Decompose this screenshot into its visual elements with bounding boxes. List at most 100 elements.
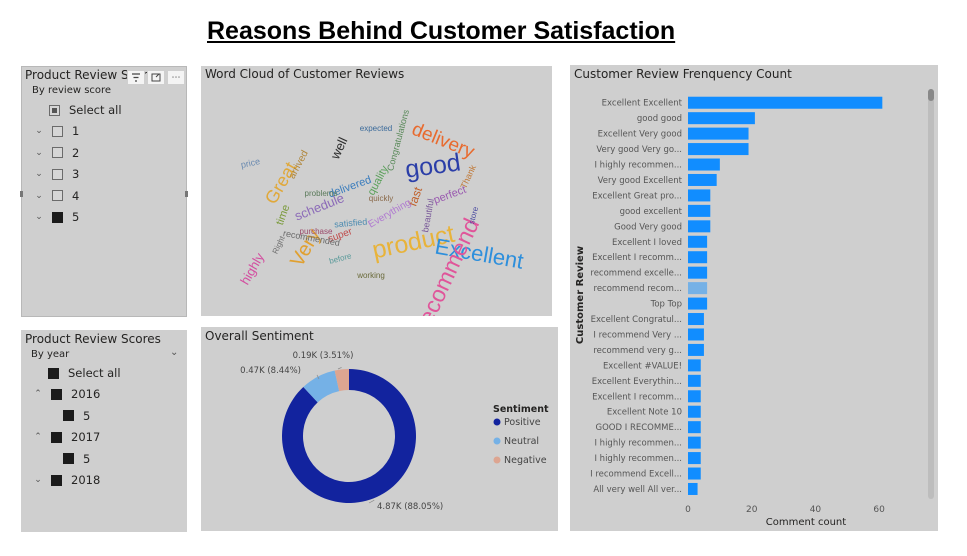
legend-marker <box>493 418 501 426</box>
score-option-4[interactable]: ⌄ 4 <box>32 187 79 205</box>
bar[interactable] <box>688 436 701 449</box>
year-slicer: Product Review Scores By year ⌄ Select a… <box>21 330 187 532</box>
bar-chart: Excellent Excellent good good Excellent Ve… <box>575 96 885 528</box>
word-cloud-canvas: productExcellentrecommendgoodVerydeliver… <box>237 108 525 316</box>
legend-item-neutral[interactable]: Neutral <box>504 436 539 447</box>
data-label-leader <box>316 374 320 380</box>
donut-slice-neutral[interactable] <box>303 370 340 403</box>
donut-slice-negative[interactable] <box>334 369 349 392</box>
option-label: 5 <box>83 408 91 423</box>
option-checkbox[interactable] <box>63 410 74 421</box>
option-checkbox[interactable] <box>51 431 62 443</box>
chevron-down-icon[interactable]: ⌄ <box>35 126 43 136</box>
bar[interactable] <box>688 405 701 418</box>
resize-handle-left[interactable] <box>20 191 23 197</box>
word-cloud-word: store <box>467 205 480 225</box>
select-all-checkbox[interactable] <box>48 367 59 379</box>
bar[interactable] <box>688 282 708 295</box>
select-all-option[interactable]: Select all <box>48 364 121 382</box>
year-2017-score-option[interactable]: 5 <box>63 450 90 468</box>
bar[interactable] <box>688 204 711 217</box>
option-label: 2017 <box>71 430 101 444</box>
more-options-icon[interactable]: ⋯ <box>167 70 185 85</box>
donut-slice-positive[interactable] <box>282 369 416 503</box>
bar[interactable] <box>688 173 717 186</box>
sentiment-donut-visual: Overall Sentiment 4.87K (88.05%) 0.47K (8… <box>201 327 558 531</box>
option-checkbox[interactable] <box>52 147 63 158</box>
score-option-1[interactable]: ⌄ 1 <box>32 122 79 140</box>
donut-chart: 4.87K (88.05%) 0.47K (8.44%) 0.19K (3.51%)… <box>240 351 549 512</box>
word-cloud-word: highly <box>237 250 267 287</box>
chevron-down-icon[interactable]: ⌄ <box>35 190 43 201</box>
bar[interactable] <box>688 390 701 403</box>
bar[interactable] <box>688 96 883 109</box>
option-label: 2018 <box>71 473 101 487</box>
bar[interactable] <box>688 328 704 341</box>
resize-handle-right[interactable] <box>185 191 188 197</box>
year-option-2016[interactable]: ⌃ 2016 <box>31 385 100 403</box>
option-label: 2016 <box>71 387 101 401</box>
chevron-up-icon[interactable]: ⌃ <box>34 432 42 442</box>
bar[interactable] <box>688 235 708 248</box>
word-cloud-word: problems <box>305 189 338 198</box>
year-2016-score-option[interactable]: 5 <box>63 407 90 425</box>
category-label: Excellent Great pro... <box>592 191 682 201</box>
chevron-up-icon[interactable]: ⌃ <box>34 389 42 399</box>
chevron-down-icon[interactable]: ⌄ <box>35 169 43 179</box>
bar[interactable] <box>688 452 701 465</box>
bar[interactable] <box>688 343 704 356</box>
chevron-down-icon[interactable]: ⌄ <box>35 147 43 158</box>
option-checkbox[interactable] <box>52 168 63 180</box>
select-all-checkbox[interactable] <box>49 104 60 116</box>
score-option-3[interactable]: ⌄ 3 <box>32 165 79 183</box>
bar[interactable] <box>688 421 701 434</box>
year-option-2017[interactable]: ⌃ 2017 <box>31 428 100 446</box>
bar[interactable] <box>688 313 704 326</box>
scrollbar-thumb[interactable] <box>928 89 934 101</box>
option-label: 3 <box>72 167 80 181</box>
category-label: Excellent I loved <box>612 238 682 248</box>
select-all-option[interactable]: Select all <box>49 101 122 119</box>
bar[interactable] <box>688 158 720 171</box>
select-all-label: Select all <box>68 366 121 380</box>
slicer-subtitle: By review score <box>32 85 112 96</box>
bar[interactable] <box>688 467 701 480</box>
bar[interactable] <box>688 127 749 140</box>
focus-mode-icon[interactable] <box>147 70 165 85</box>
bar[interactable] <box>688 251 708 264</box>
option-checkbox[interactable] <box>52 190 63 201</box>
year-option-2018[interactable]: ⌄ 2018 <box>31 471 100 489</box>
data-label-neutral: 0.47K (8.44%) <box>240 366 301 376</box>
filter-icon[interactable] <box>127 70 145 85</box>
bar[interactable] <box>688 297 708 310</box>
option-checkbox[interactable] <box>51 474 62 486</box>
chevron-down-icon[interactable]: ⌄ <box>34 475 42 485</box>
category-label: recommend recom... <box>594 284 682 294</box>
option-label: 1 <box>72 124 80 138</box>
word-cloud-word: quickly <box>369 194 393 203</box>
bar[interactable] <box>688 112 755 125</box>
bar[interactable] <box>688 220 711 233</box>
option-checkbox[interactable] <box>63 453 74 464</box>
legend-item-positive[interactable]: Positive <box>504 417 541 428</box>
bar[interactable] <box>688 266 708 279</box>
option-checkbox[interactable] <box>52 125 63 137</box>
category-label: Very good Excellent <box>598 176 683 186</box>
visual-title: Overall Sentiment <box>205 329 314 343</box>
category-label: I highly recommen... <box>594 161 682 171</box>
option-checkbox[interactable] <box>52 211 63 223</box>
option-checkbox[interactable] <box>51 388 62 400</box>
chevron-down-icon[interactable]: ⌄ <box>35 212 43 222</box>
legend-item-negative[interactable]: Negative <box>504 455 547 466</box>
chevron-down-icon[interactable]: ⌄ <box>170 347 179 358</box>
word-cloud-word: well <box>327 135 351 163</box>
score-option-2[interactable]: ⌄ 2 <box>32 144 79 162</box>
bar[interactable] <box>688 482 698 495</box>
bar[interactable] <box>688 374 701 387</box>
data-label-leader <box>337 367 342 370</box>
bar[interactable] <box>688 359 701 372</box>
chart-scrollbar[interactable] <box>928 89 934 499</box>
bar[interactable] <box>688 143 749 156</box>
score-option-5[interactable]: ⌄ 5 <box>32 208 79 226</box>
bar[interactable] <box>688 189 711 202</box>
